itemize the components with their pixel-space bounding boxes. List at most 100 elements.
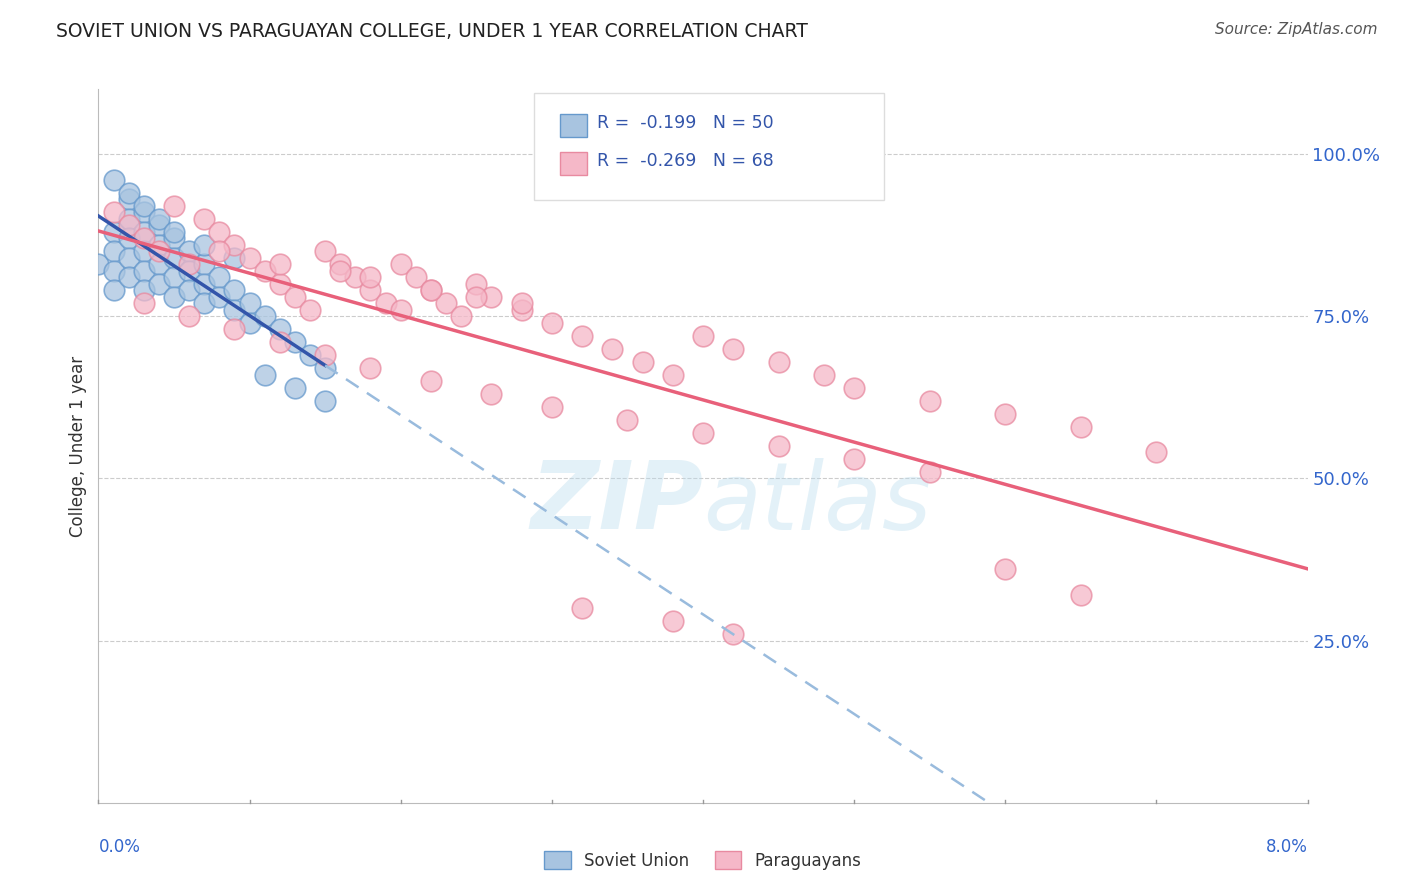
Point	[179, 310, 201, 324]
Point	[510, 296, 533, 310]
Point	[510, 302, 533, 317]
Point	[723, 342, 745, 356]
Point	[193, 257, 215, 271]
Point	[179, 264, 201, 278]
Point	[269, 257, 291, 271]
Point	[193, 277, 215, 291]
Point	[224, 302, 246, 317]
Point	[253, 310, 276, 324]
Text: 0.0%: 0.0%	[98, 838, 141, 856]
Point	[239, 296, 262, 310]
Point	[631, 354, 654, 368]
Point	[118, 251, 141, 265]
Point	[844, 381, 866, 395]
Point	[269, 322, 291, 336]
Point	[314, 361, 336, 376]
Point	[662, 614, 685, 628]
Text: 8.0%: 8.0%	[1265, 838, 1308, 856]
Point	[193, 211, 215, 226]
Point	[571, 328, 593, 343]
Text: R =  -0.269   N = 68: R = -0.269 N = 68	[596, 152, 773, 169]
Point	[118, 193, 141, 207]
Point	[434, 296, 457, 310]
Point	[208, 244, 231, 259]
Point	[284, 335, 307, 350]
Point	[389, 257, 412, 271]
Point	[118, 231, 141, 245]
Point	[420, 374, 443, 388]
Point	[692, 425, 714, 440]
Point	[405, 270, 427, 285]
Point	[163, 251, 186, 265]
Point	[541, 400, 564, 414]
Point	[284, 381, 307, 395]
Point	[314, 244, 336, 259]
Point	[193, 238, 215, 252]
Point	[314, 393, 336, 408]
Point	[360, 361, 382, 376]
Point	[994, 562, 1017, 576]
Point	[284, 290, 307, 304]
Point	[224, 322, 246, 336]
Point	[571, 601, 593, 615]
FancyBboxPatch shape	[534, 93, 884, 200]
Point	[103, 173, 125, 187]
Point	[1146, 445, 1168, 459]
Point	[224, 238, 246, 252]
Point	[118, 270, 141, 285]
Point	[389, 302, 412, 317]
Point	[692, 328, 714, 343]
Point	[118, 219, 141, 233]
Point	[269, 277, 291, 291]
Y-axis label: College, Under 1 year: College, Under 1 year	[69, 355, 87, 537]
Point	[253, 264, 276, 278]
Point	[163, 231, 186, 245]
Point	[465, 277, 488, 291]
Point	[1070, 588, 1092, 602]
Point	[208, 290, 231, 304]
Point	[148, 277, 170, 291]
Point	[103, 264, 125, 278]
Point	[132, 296, 155, 310]
Point	[132, 205, 155, 219]
Point	[132, 264, 155, 278]
Point	[481, 387, 503, 401]
Point	[239, 316, 262, 330]
Point	[344, 270, 367, 285]
Point	[329, 264, 352, 278]
Point	[208, 225, 231, 239]
Point	[148, 244, 170, 259]
Point	[132, 225, 155, 239]
Point	[179, 283, 201, 297]
Point	[360, 283, 382, 297]
Point	[329, 257, 352, 271]
Point	[541, 316, 564, 330]
Point	[208, 270, 231, 285]
Point	[602, 342, 624, 356]
Point	[132, 199, 155, 213]
Point	[360, 270, 382, 285]
Point	[768, 354, 790, 368]
Point	[450, 310, 472, 324]
Point	[723, 627, 745, 641]
Point	[994, 407, 1017, 421]
Point	[420, 283, 443, 297]
Point	[163, 199, 186, 213]
Point	[374, 296, 396, 310]
Point	[179, 244, 201, 259]
Text: R =  -0.199   N = 50: R = -0.199 N = 50	[596, 114, 773, 132]
Text: Source: ZipAtlas.com: Source: ZipAtlas.com	[1215, 22, 1378, 37]
Point	[118, 186, 141, 200]
Point	[87, 257, 110, 271]
Text: ZIP: ZIP	[530, 457, 703, 549]
Point	[813, 368, 835, 382]
Point	[224, 283, 246, 297]
Point	[481, 290, 503, 304]
Point	[239, 251, 262, 265]
Point	[103, 225, 125, 239]
Point	[103, 244, 125, 259]
Point	[148, 211, 170, 226]
Point	[132, 283, 155, 297]
Legend: Soviet Union, Paraguayans: Soviet Union, Paraguayans	[538, 845, 868, 877]
Point	[163, 270, 186, 285]
